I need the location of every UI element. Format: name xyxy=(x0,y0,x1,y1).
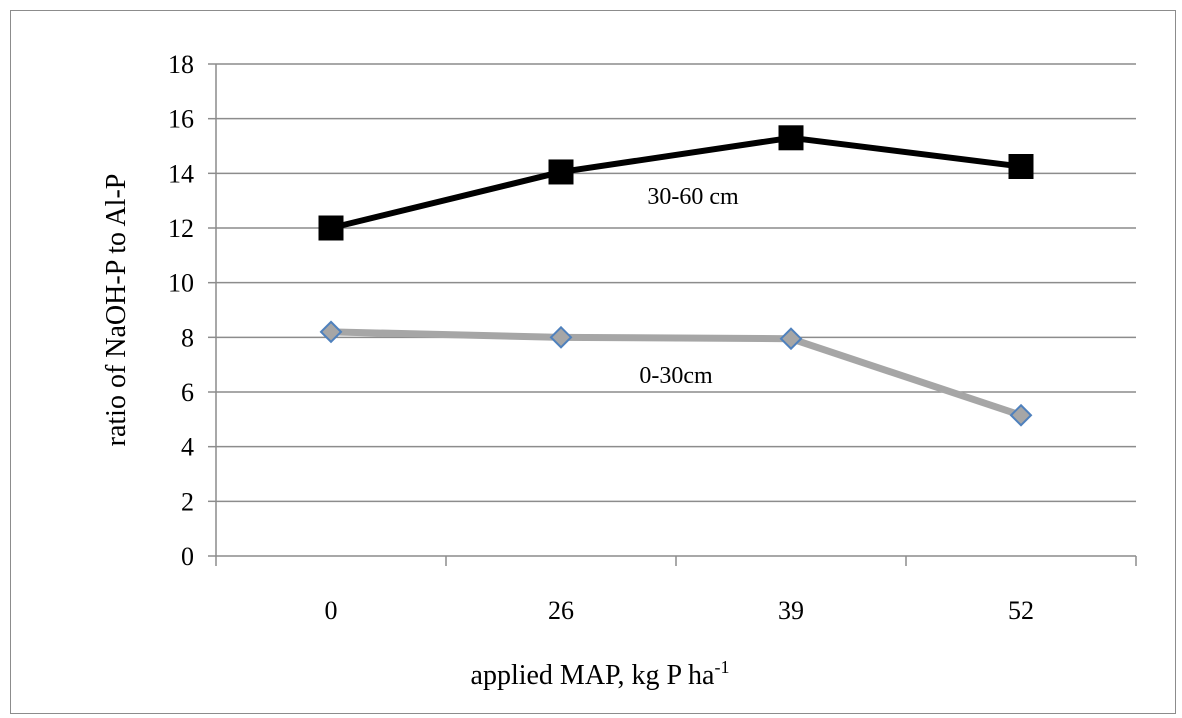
y-tick-label-18: 18 xyxy=(168,50,194,79)
data-point-series-1-0 xyxy=(321,322,341,342)
y-tick-label-10: 10 xyxy=(168,269,194,298)
x-tick-labels: 0 26 39 52 xyxy=(325,596,1035,625)
y-tick-label-12: 12 xyxy=(168,214,194,243)
y-tick-labels: 0 2 4 6 8 10 12 14 16 18 xyxy=(168,50,194,571)
axes xyxy=(208,64,1136,566)
y-tick-label-14: 14 xyxy=(168,159,194,188)
x-tick-label-0: 0 xyxy=(325,596,338,625)
data-point-series-1-52 xyxy=(1011,405,1031,425)
y-tick-label-6: 6 xyxy=(181,378,194,407)
y-tick-label-4: 4 xyxy=(181,433,194,462)
x-tick-label-52: 52 xyxy=(1008,596,1034,625)
grid-lines xyxy=(216,64,1136,501)
data-point-series-0-26 xyxy=(549,160,573,184)
series-labels: 30-60 cm 0-30cm xyxy=(639,184,739,389)
data-point-series-0-0 xyxy=(319,216,343,240)
y-tick-label-16: 16 xyxy=(168,105,194,134)
y-tick-label-8: 8 xyxy=(181,323,194,352)
series-label-0-30cm: 0-30cm xyxy=(639,363,713,389)
y-tick-label-0: 0 xyxy=(181,542,194,571)
x-tick-label-39: 39 xyxy=(778,596,804,625)
x-axis-title: applied MAP, kg P ha-1 xyxy=(471,657,730,691)
y-tick-label-2: 2 xyxy=(181,487,194,516)
data-point-series-1-26 xyxy=(551,327,571,347)
data-point-series-0-52 xyxy=(1009,155,1033,179)
series-label-30-60cm: 30-60 cm xyxy=(647,184,739,210)
x-axis-title-superscript: -1 xyxy=(714,657,729,677)
data-point-series-1-39 xyxy=(781,329,801,349)
series-line-0 xyxy=(331,138,1021,228)
x-axis-title-text: applied MAP, kg P ha xyxy=(471,660,716,691)
y-axis-title: ratio of NaOH-P to Al-P xyxy=(101,174,132,447)
data-point-series-0-39 xyxy=(779,126,803,150)
x-tick-label-26: 26 xyxy=(548,596,574,625)
